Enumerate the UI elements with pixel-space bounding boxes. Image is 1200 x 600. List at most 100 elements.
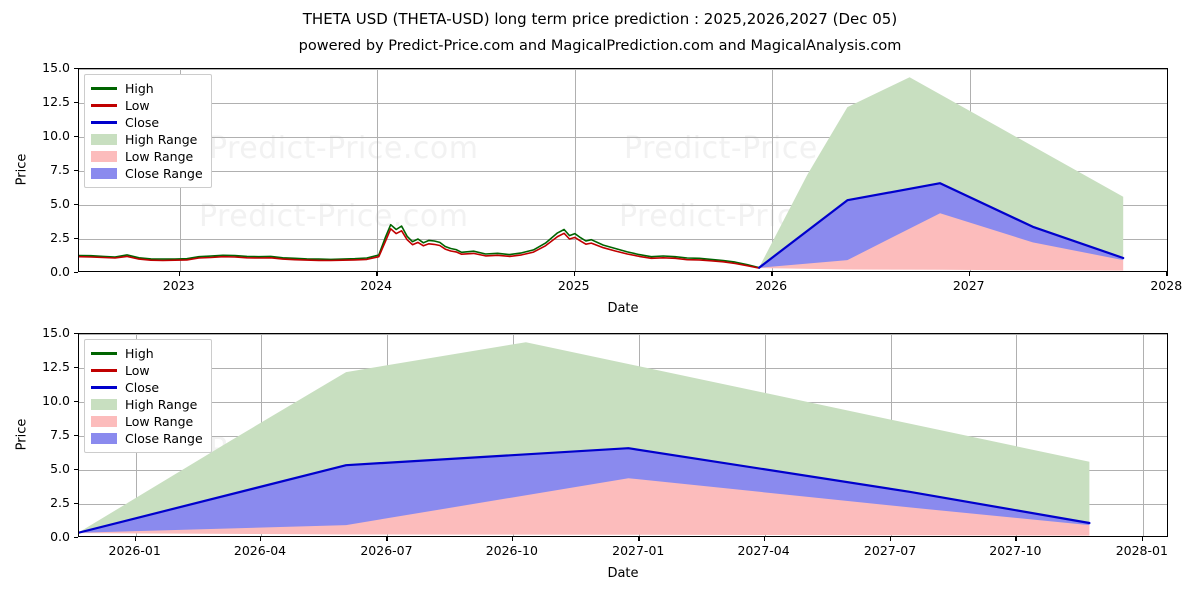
y-tick-label: 0.0	[50, 529, 70, 544]
y-tick-label: 10.0	[42, 393, 70, 408]
legend-item-label: Low Range	[125, 414, 194, 429]
legend-item-close-range[interactable]: Close Range	[91, 165, 203, 182]
legend-line-swatch-high	[91, 87, 117, 90]
page-subtitle: powered by Predict-Price.com and Magical…	[298, 38, 902, 54]
legend-patch-swatch-close-range	[91, 168, 117, 179]
x-tick-label: 2023	[162, 278, 195, 293]
legend-item-label: Close Range	[125, 166, 203, 181]
x-tick-label: 2027-07	[863, 543, 917, 558]
band-low-range	[79, 477, 1090, 536]
legend-item-label: High Range	[125, 397, 198, 412]
legend-item-close[interactable]: Close	[91, 379, 203, 396]
x-tick-mark	[763, 537, 765, 541]
legend-patch-swatch-low-range	[91, 416, 117, 427]
x-tick-mark	[260, 537, 262, 541]
y-tick-label: 5.0	[50, 461, 70, 476]
legend-item-label: High Range	[125, 132, 198, 147]
legend-item-low-range[interactable]: Low Range	[91, 413, 203, 430]
legend-patch-swatch-high-range	[91, 134, 117, 145]
legend-item-close[interactable]: Close	[91, 114, 203, 131]
x-tick-label: 2026-01	[108, 543, 161, 558]
legend-item-close-range[interactable]: Close Range	[91, 430, 203, 447]
gridline-vertical	[377, 69, 378, 271]
gridline-horizontal	[79, 69, 1167, 70]
legend-item-label: Low	[125, 98, 150, 113]
x-tick-mark	[386, 537, 388, 541]
x-tick-label: 2026-07	[360, 543, 413, 558]
gridline-vertical	[575, 69, 576, 271]
x-tick-mark	[890, 537, 892, 541]
y-tick-label: 12.5	[42, 94, 70, 109]
legend-item-high[interactable]: High	[91, 80, 203, 97]
x-tick-mark	[968, 272, 971, 276]
chart-legend[interactable]: High Low Close High Range Low Range Close Ran…	[84, 74, 212, 188]
y-tick-mark	[74, 435, 78, 437]
gridline-vertical	[772, 69, 773, 271]
y-tick-mark	[74, 333, 78, 335]
page-title: THETA USD (THETA-USD) long term price pr…	[302, 10, 898, 28]
line-high	[79, 223, 760, 269]
x-tick-label: 2026-10	[485, 543, 538, 558]
series-layer	[79, 77, 1125, 271]
chart-legend[interactable]: High Low Close High Range Low Range Close Ran…	[84, 339, 212, 453]
x-tick-label: 2026	[755, 278, 788, 293]
gridline-horizontal	[79, 334, 1167, 335]
x-tick-label: 2028-01	[1115, 543, 1168, 558]
legend-item-label: Low Range	[125, 149, 194, 164]
y-tick-label: 7.5	[50, 427, 70, 442]
x-tick-mark	[178, 272, 180, 276]
y-tick-mark	[74, 469, 78, 471]
x-tick-label: 2028	[1150, 278, 1183, 293]
legend-item-label: High	[125, 346, 154, 361]
x-tick-mark	[771, 272, 773, 276]
x-tick-mark	[376, 272, 378, 276]
watermark: Predict-Price.com	[199, 199, 469, 234]
x-tick-mark	[1141, 537, 1144, 541]
legend-item-low-range[interactable]: Low Range	[91, 148, 203, 165]
x-tick-label: 2027-10	[989, 543, 1042, 558]
legend-item-high[interactable]: High	[91, 345, 203, 362]
legend-line-swatch-close	[91, 121, 117, 124]
legend-item-label: Close	[125, 115, 160, 130]
y-tick-mark	[74, 401, 78, 403]
y-tick-mark	[74, 170, 78, 172]
gridline-horizontal	[79, 137, 1167, 138]
legend-item-low[interactable]: Low	[91, 362, 203, 379]
legend-item-label: Close Range	[125, 431, 203, 446]
y-tick-mark	[74, 204, 78, 206]
y-tick-mark	[74, 272, 78, 274]
x-tick-label: 2027-04	[737, 543, 790, 558]
band-close-range	[759, 183, 1124, 268]
y-tick-mark	[74, 136, 78, 138]
line-low	[79, 228, 760, 269]
legend-item-high-range[interactable]: High Range	[91, 396, 203, 413]
x-tick-label: 2027-01	[612, 543, 665, 558]
legend-patch-swatch-close-range	[91, 433, 117, 444]
y-tick-mark	[74, 503, 78, 505]
y-tick-label: 7.5	[50, 162, 70, 177]
legend-item-low[interactable]: Low	[91, 97, 203, 114]
x-tick-mark	[573, 272, 576, 276]
watermark: Predict-Price.com	[209, 131, 479, 166]
top-x-axis-label: Date	[607, 301, 639, 316]
y-tick-mark	[74, 537, 78, 539]
band-low-range	[759, 212, 1124, 271]
top-plot-area: Predict-Price.com Predict-Price.com Predic…	[78, 68, 1168, 272]
gridline-horizontal	[79, 239, 1167, 240]
legend-line-swatch-high	[91, 352, 117, 355]
x-tick-mark	[511, 537, 514, 541]
gridline-horizontal	[79, 205, 1167, 206]
legend-line-swatch-low	[91, 369, 117, 372]
gridline-horizontal	[79, 103, 1167, 104]
bottom-x-axis-label: Date	[607, 566, 639, 581]
y-tick-label: 15.0	[42, 60, 70, 75]
x-tick-label: 2026-04	[233, 543, 287, 558]
legend-item-high-range[interactable]: High Range	[91, 131, 203, 148]
x-tick-label: 2027	[952, 278, 985, 293]
x-tick-mark	[1166, 272, 1168, 276]
series-layer	[79, 342, 1091, 536]
title-block: THETA USD (THETA-USD) long term price pr…	[0, 0, 1200, 56]
